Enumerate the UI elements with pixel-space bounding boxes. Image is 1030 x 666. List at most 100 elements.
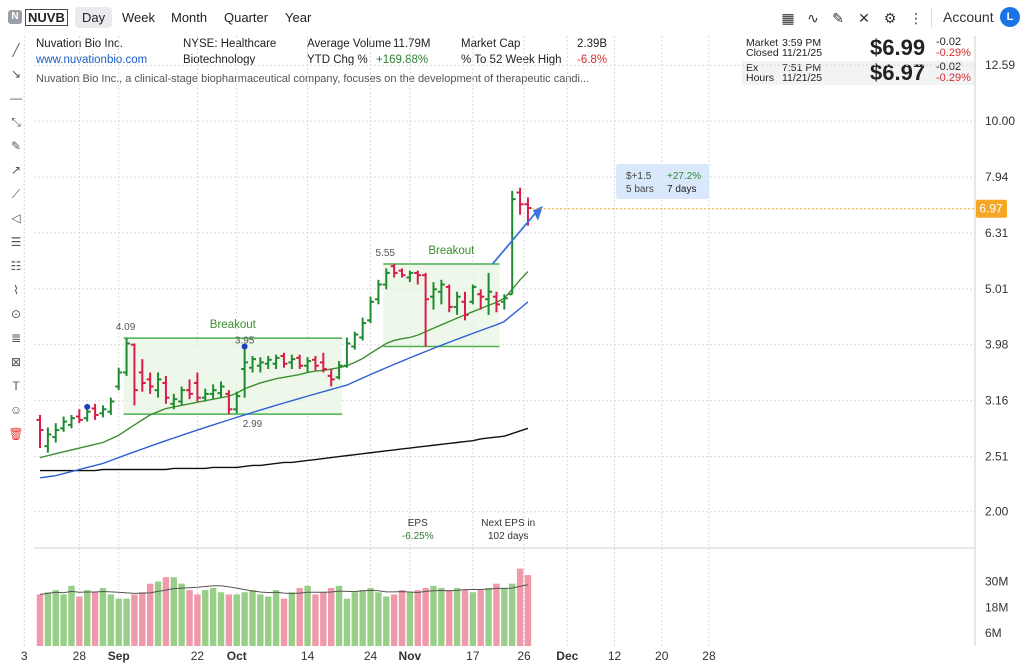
y-tick-label: 5.01 [985, 282, 1009, 296]
layout-icon[interactable]: ▦ [781, 10, 795, 26]
volume-bar [327, 587, 335, 646]
period-month-button[interactable]: Month [171, 10, 208, 25]
period-day-button[interactable]: Day [75, 7, 113, 28]
market-price: $6.99 [870, 35, 926, 60]
horizontal-line-tool-icon[interactable]: — [10, 91, 22, 105]
pivot-dot [84, 403, 91, 410]
ruler-tool-icon[interactable]: ⌇ [13, 283, 19, 297]
market-quote-row: Market Closed 3:59 PM 11/21/25 $6.99 -0.… [742, 36, 974, 60]
tools-icon[interactable]: ✕ [858, 10, 870, 26]
channel-tool-icon[interactable]: ≣ [10, 331, 22, 345]
pivot-dot [241, 343, 248, 350]
volume-bar [304, 585, 311, 646]
text-tool-icon[interactable]: T [12, 379, 20, 393]
company-url-link[interactable]: www.nuvationbio.com [36, 54, 148, 66]
volume-bar [91, 592, 99, 646]
volume-bar [68, 585, 75, 646]
volume-bar [493, 583, 500, 646]
volume-bar [351, 592, 358, 646]
draw-icon[interactable]: ✎ [832, 10, 844, 26]
volume-bar [257, 594, 264, 646]
volume-bar [202, 590, 209, 646]
last-price-tag-label: 6.97 [979, 202, 1003, 216]
volume-bar [249, 590, 256, 646]
x-tick-label: 14 [301, 649, 315, 663]
y-tick-label: 3.98 [985, 338, 1009, 352]
more-icon[interactable]: ⋮ [909, 10, 923, 26]
volume-tick-label: 30M [985, 575, 1008, 589]
emoji-tool-icon[interactable]: ☺ [9, 403, 23, 417]
volume-bar [265, 596, 272, 646]
settings-icon[interactable]: ⚙ [883, 10, 897, 26]
volume-bar [438, 587, 445, 646]
volume-bar [154, 581, 162, 646]
volume-bar [398, 590, 406, 646]
volume-bar [524, 575, 532, 646]
pattern-tool-icon[interactable]: ⊠ [10, 355, 22, 369]
symbol-input[interactable]: NUVB [25, 9, 68, 26]
x-tick-label: Nov [399, 649, 422, 663]
fib-tool-icon[interactable]: ☰ [10, 235, 22, 249]
volume-bar [233, 594, 240, 646]
volume-bar [477, 590, 484, 646]
measure-days: 7 days [667, 184, 696, 195]
trash-icon[interactable]: 🗑 [8, 427, 24, 441]
account-button[interactable]: Account [943, 9, 994, 25]
event-label: EPS [408, 518, 428, 529]
ma-black-line [40, 427, 529, 472]
event-label: Next EPS in [481, 518, 535, 529]
volume-bar [44, 592, 52, 646]
arrow-tool-icon[interactable]: ↗ [10, 163, 22, 177]
ext-date: 11/21/25 [782, 72, 823, 84]
circle-tool-icon[interactable]: ⊙ [10, 307, 22, 321]
pivot-label: 3.95 [235, 336, 255, 347]
trendline-tool-icon[interactable]: ╱ [12, 43, 20, 57]
volume-bar [343, 598, 351, 646]
symbol-badge: N [8, 10, 22, 24]
price-label-tool-icon[interactable]: ◁ [11, 211, 21, 225]
volume-bar [178, 583, 185, 646]
period-quarter-button[interactable]: Quarter [224, 10, 269, 25]
pencil-tool-icon[interactable]: ✎ [10, 139, 22, 153]
volume-bar [485, 587, 492, 646]
ray-tool-icon[interactable]: ↘ [10, 67, 22, 81]
period-week-button[interactable]: Week [122, 10, 155, 25]
market-date: 11/21/25 [782, 47, 823, 59]
period-year-button[interactable]: Year [285, 10, 312, 25]
volume-bar [501, 587, 508, 646]
volume-bar [375, 592, 382, 646]
volume-bar [288, 592, 296, 646]
x-tick-label: 28 [73, 649, 87, 663]
volume-bar [367, 587, 374, 646]
path-tool-icon[interactable]: ⟋ [11, 187, 21, 201]
indicator-icon[interactable]: ∿ [807, 10, 819, 26]
breakout-label: Breakout [428, 245, 475, 257]
company-info-panel: Nuvation Bio Inc. www.nuvationbio.com NY… [36, 38, 636, 88]
volume-bar [296, 587, 303, 646]
measure-arrow [491, 207, 541, 265]
volume-bar [453, 587, 461, 646]
volume-bar [139, 592, 146, 646]
measure-box [616, 164, 709, 199]
market-time: 3:59 PM [782, 37, 822, 49]
to-52w-label: % To 52 Week High [461, 54, 562, 66]
volume-ma-line [39, 584, 529, 595]
volume-bar [383, 596, 390, 646]
box-high-label: 5.55 [376, 248, 396, 259]
x-tick-label: 28 [702, 649, 716, 663]
top-toolbar: N NUVB Day Week Month Quarter Year ▦ ∿ ✎… [0, 0, 1030, 36]
avatar[interactable]: L [1000, 7, 1020, 27]
volume-bar [414, 590, 421, 646]
x-tick-label: 12 [608, 649, 622, 663]
x-tick-label: 17 [466, 649, 480, 663]
ext-price: $6.97 [870, 60, 926, 85]
ma-blue-line [39, 301, 529, 479]
market-cap-label: Market Cap [461, 38, 521, 50]
breakout-box [123, 338, 343, 415]
x-tick-label: 24 [364, 649, 378, 663]
extended-line-tool-icon[interactable]: ⤡ [11, 115, 21, 129]
fib-ext-tool-icon[interactable]: ☷ [10, 259, 22, 273]
volume-bar [36, 594, 44, 646]
volume-bar [390, 594, 398, 646]
